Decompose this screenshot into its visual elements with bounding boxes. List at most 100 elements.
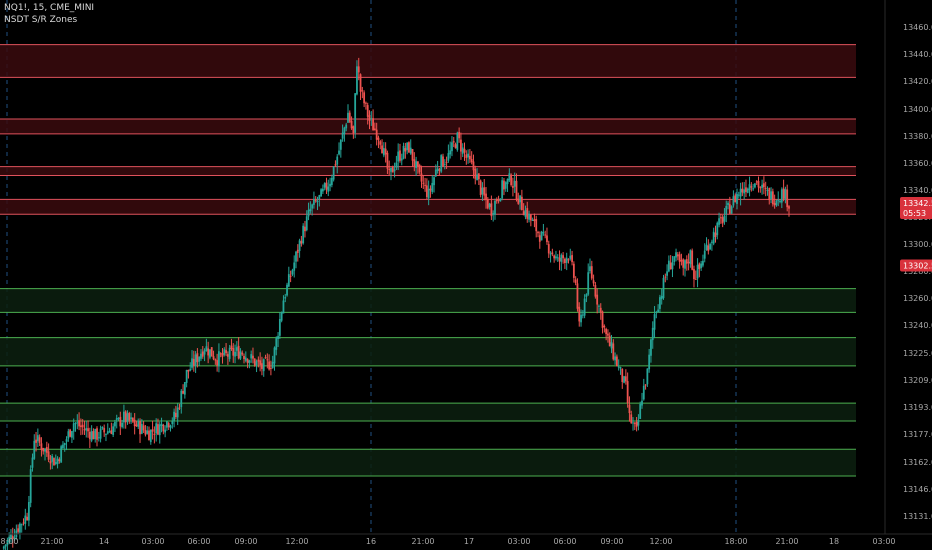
candle-body [135, 424, 138, 427]
x-tick-label: 03:00 [141, 537, 164, 546]
candle-body [151, 429, 154, 432]
candle-body [657, 309, 660, 313]
candle-body [445, 161, 448, 163]
candle-body [128, 412, 131, 421]
candle-body [158, 424, 161, 436]
candle-body [35, 439, 37, 443]
candle-body [67, 431, 70, 439]
candle-body [660, 295, 663, 300]
y-tick-label: 13260.00 [903, 294, 932, 303]
x-tick-label: 09:00 [234, 537, 257, 546]
candle-body [417, 161, 419, 167]
candle-body [576, 283, 579, 309]
candle-body [230, 345, 233, 350]
candle-body [777, 199, 780, 201]
candle-body [246, 359, 249, 363]
candle-body [313, 198, 315, 205]
candle-body [619, 367, 622, 369]
candle-body [282, 300, 285, 314]
candle-body [467, 153, 469, 158]
candle-body [171, 421, 174, 425]
candle-body [366, 105, 369, 117]
candle-body [761, 184, 763, 188]
candle-body [209, 349, 211, 358]
candle-body [200, 353, 202, 359]
candle-body [664, 276, 667, 278]
candle-body [743, 189, 746, 194]
candle-body [119, 416, 122, 427]
candle-body [280, 312, 283, 321]
candle-body [370, 118, 373, 120]
candle-body [581, 314, 584, 316]
candle-body [323, 183, 326, 188]
candle-body [682, 259, 685, 268]
candle-body [644, 384, 647, 386]
candle-body [564, 258, 566, 263]
x-tick-label: 18:00 [724, 537, 747, 546]
candle-body [689, 250, 692, 265]
candle-body [571, 255, 573, 263]
candle-body [58, 459, 61, 462]
candle-body [420, 173, 423, 182]
candle-body [580, 314, 582, 323]
y-tick-label: 13225.00 [903, 349, 932, 358]
candle-body [56, 458, 59, 465]
candle-body [291, 270, 294, 275]
last-price-tag [900, 197, 932, 220]
candle-body [727, 202, 729, 206]
candle-body [775, 200, 778, 206]
candle-body [524, 210, 527, 217]
candle-body [72, 423, 75, 432]
candle-body [244, 357, 247, 361]
candle-body [458, 131, 461, 139]
candle-body [732, 196, 735, 206]
candle-body [633, 422, 636, 424]
candle-body [610, 342, 613, 349]
candle-body [379, 141, 382, 145]
candle-body [456, 132, 459, 150]
candle-body [90, 431, 93, 441]
candle-body [513, 180, 516, 187]
candle-body [338, 150, 340, 155]
candle-body [477, 173, 480, 180]
candle-body [239, 351, 242, 359]
candle-body [278, 318, 281, 336]
candle-body [408, 142, 410, 153]
candle-body [745, 187, 747, 192]
candle-body [124, 411, 127, 423]
candle-body [49, 461, 52, 464]
secondary-price-label: 13302.50 [903, 262, 932, 271]
candle-body [700, 263, 703, 268]
candle-body [558, 257, 561, 262]
candle-body [114, 421, 116, 427]
candle-body [472, 161, 475, 171]
candle-body [391, 166, 394, 173]
support-zone-fill [0, 288, 856, 313]
x-tick-label: 12:00 [285, 537, 308, 546]
candle-body [375, 129, 378, 140]
candle-body [273, 347, 276, 364]
resistance-zone-fill [0, 199, 856, 215]
candle-body [762, 183, 765, 188]
candle-body [400, 158, 403, 161]
x-tick-label: 12:00 [649, 537, 672, 546]
candle-body [307, 209, 310, 217]
candle-body [289, 275, 292, 277]
y-tick-label: 13400.00 [903, 105, 932, 114]
candle-body [121, 422, 124, 428]
candle-body [212, 356, 215, 360]
candle-body [725, 206, 728, 214]
resistance-zone-fill [0, 44, 856, 78]
candle-body [750, 186, 753, 188]
candle-body [386, 152, 389, 169]
candle-body [384, 148, 387, 155]
candle-body [173, 411, 175, 421]
candle-body [666, 271, 668, 276]
candle-body [752, 188, 755, 190]
candle-body [415, 161, 418, 169]
candle-body [296, 249, 299, 253]
candle-body [140, 423, 143, 434]
candle-body [36, 435, 39, 442]
y-tick-label: 13177.00 [903, 430, 932, 439]
